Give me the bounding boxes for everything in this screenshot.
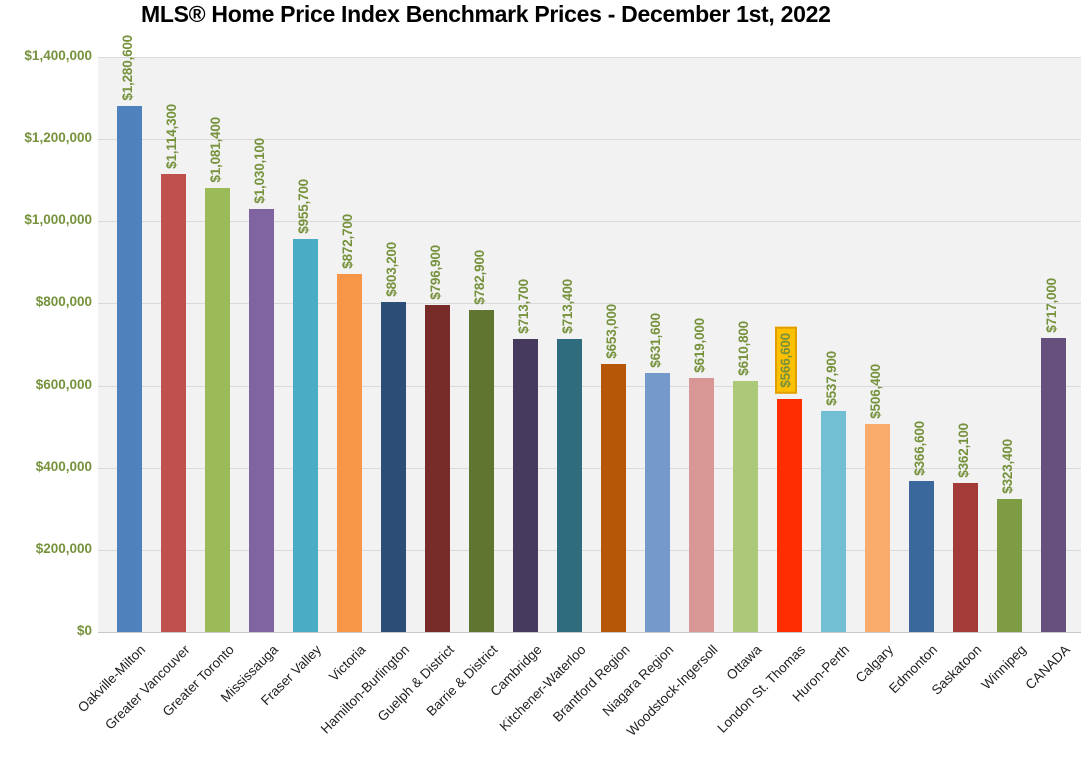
bar-canada[interactable] [1041,338,1066,632]
gridline [98,139,1081,140]
bar-value-label-greater-vancouver: $1,114,300 [164,104,179,169]
bar-value-label-victoria: $872,700 [340,214,355,269]
bar-greater-vancouver[interactable] [161,174,186,632]
bar-cambridge[interactable] [513,339,538,632]
bar-value-label-mississauga: $1,030,100 [252,138,267,204]
bar-oakville-milton[interactable] [117,106,142,632]
bar-value-label-ottawa: $610,800 [736,321,751,376]
bar-mississauga[interactable] [249,209,274,632]
bar-value-label-fraser-valley: $955,700 [296,179,311,234]
bar-value-label-niagara-region: $631,600 [648,313,663,368]
bar-value-label-edmonton: $366,600 [912,421,927,476]
bar-value-label-oakville-milton: $1,280,600 [120,35,135,101]
gridline [98,57,1081,58]
gridline [98,468,1081,469]
gridline [98,386,1081,387]
bar-value-label-hamilton-burlington: $803,200 [384,242,399,297]
bar-value-label-brantford-region: $653,000 [604,304,619,359]
x-axis-category-label-brantford-region: Brantford Region [549,642,633,725]
y-axis-tick-label: $200,000 [35,541,92,556]
x-axis-category-label-victoria: Victoria [326,642,369,685]
bar-london-st-thomas[interactable] [777,399,802,632]
bar-guelph-district[interactable] [425,305,450,632]
bar-value-label-barrie-district: $782,900 [472,250,487,305]
bar-winnipeg[interactable] [997,499,1022,632]
bar-niagara-region[interactable] [645,373,670,632]
bar-saskatoon[interactable] [953,483,978,632]
bar-value-label-saskatoon: $362,100 [956,423,971,478]
x-axis-category-label-greater-vancouver: Greater Vancouver [102,642,193,733]
bar-value-label-kitchener-waterloo: $713,400 [560,279,575,334]
y-axis-tick-label: $400,000 [35,459,92,474]
y-axis-tick-label: $0 [76,623,92,638]
chart-title: MLS® Home Price Index Benchmark Prices -… [141,1,831,27]
bar-value-label-cambridge: $713,700 [516,279,531,334]
bar-fraser-valley[interactable] [293,239,318,632]
bar-brantford-region[interactable] [601,364,626,632]
y-axis-tick-label: $1,200,000 [24,130,92,145]
bar-value-label-canada: $717,000 [1044,278,1059,333]
bar-victoria[interactable] [337,274,362,632]
gridline [98,550,1081,551]
x-axis-category-label-guelph-district: Guelph & District [374,642,457,725]
bar-calgary[interactable] [865,424,890,632]
bar-greater-toronto[interactable] [205,188,230,632]
gridline [98,221,1081,222]
x-axis-category-label-ottawa: Ottawa [723,642,765,683]
bar-value-label-guelph-district: $796,900 [428,245,443,300]
bar-woodstock-ingersoll[interactable] [689,378,714,632]
y-axis-tick-label: $1,000,000 [24,212,92,227]
bar-edmonton[interactable] [909,481,934,632]
x-axis-category-label-canada: CANADA [1022,642,1073,693]
x-axis-category-label-calgary: Calgary [853,642,897,686]
bar-value-label-huron-perth: $537,900 [824,351,839,406]
x-axis-line [98,632,1081,633]
bar-value-label-winnipeg: $323,400 [1000,439,1015,494]
bar-value-label-greater-toronto: $1,081,400 [208,117,223,183]
bar-kitchener-waterloo[interactable] [557,339,582,632]
bar-value-label-woodstock-ingersoll: $619,000 [692,318,707,373]
y-axis-tick-label: $800,000 [35,294,92,309]
x-axis-category-label-winnipeg: Winnipeg [978,642,1029,693]
bar-hamilton-burlington[interactable] [381,302,406,632]
bar-value-label-london-st-thomas: $566,600 [775,327,797,394]
bar-value-label-calgary: $506,400 [868,364,883,419]
bar-huron-perth[interactable] [821,411,846,632]
bar-barrie-district[interactable] [469,310,494,632]
y-axis-tick-label: $1,400,000 [24,48,92,63]
gridline [98,303,1081,304]
bar-ottawa[interactable] [733,381,758,632]
y-axis-tick-label: $600,000 [35,377,92,392]
